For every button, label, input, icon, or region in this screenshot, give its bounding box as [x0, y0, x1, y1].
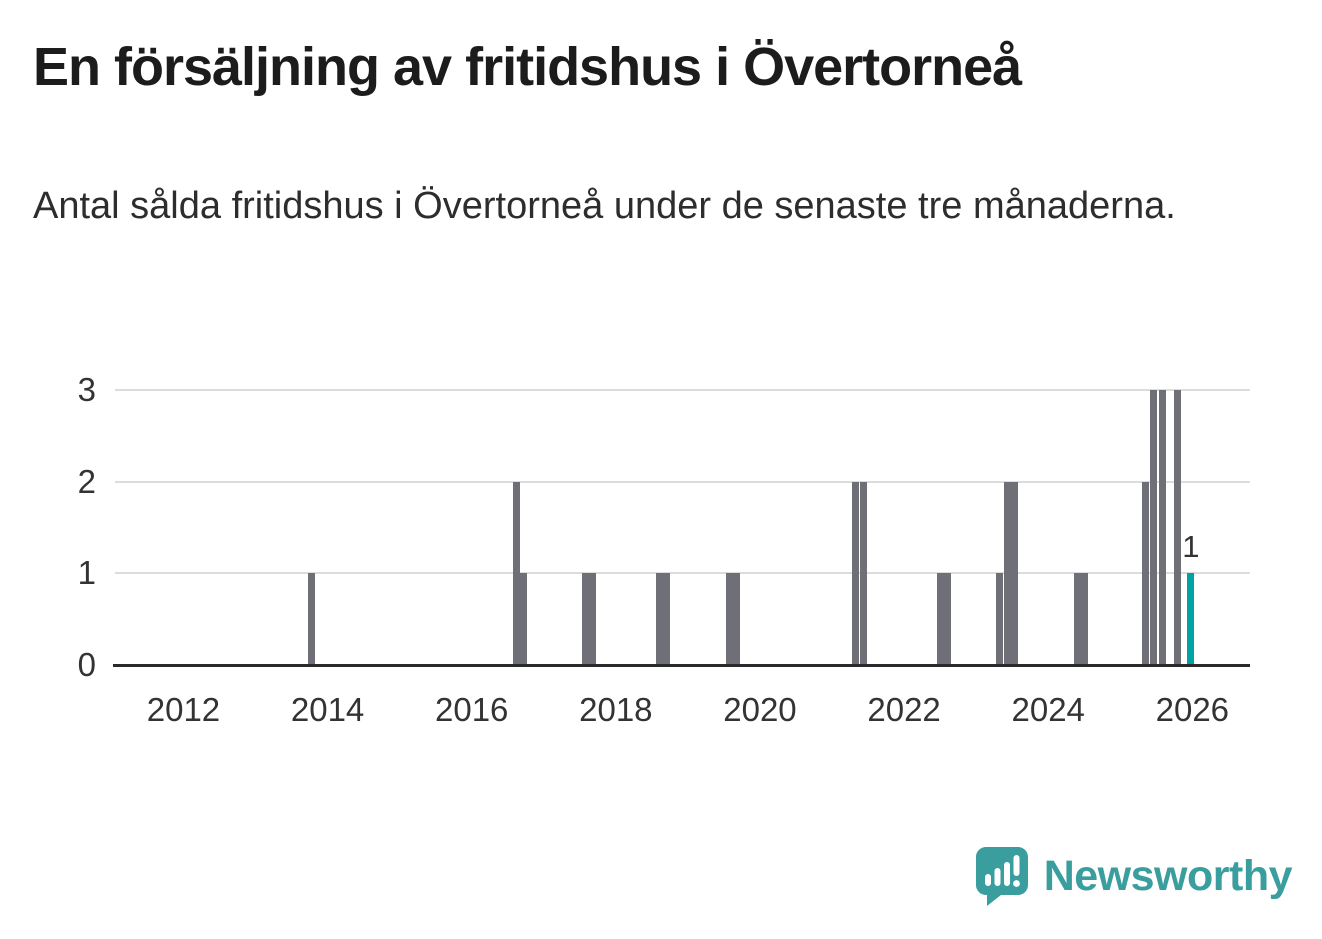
x-axis-tick-label: 2012 [146, 691, 221, 728]
chart-subtitle: Antal sålda fritidshus i Övertorneå unde… [33, 185, 1176, 227]
bar [1073, 573, 1081, 665]
gridline [115, 572, 1250, 575]
bar [589, 573, 597, 665]
bar [520, 573, 528, 665]
bar-value-label: 1 [1182, 529, 1200, 565]
bar [582, 573, 590, 665]
newsworthy-logo-icon [975, 847, 1028, 906]
brand-name: Newsworthy [1043, 851, 1293, 900]
x-axis-tick-label: 2024 [1011, 691, 1085, 728]
bar [726, 573, 734, 665]
bar [943, 573, 951, 665]
x-axis-tick-label: 2026 [1155, 691, 1230, 728]
bar [662, 573, 670, 665]
bar [996, 573, 1004, 665]
bar [1010, 481, 1018, 665]
x-axis-line [113, 664, 1250, 667]
x-axis-tick-label: 2016 [434, 691, 509, 728]
x-axis-tick-label: 2018 [579, 691, 653, 728]
x-axis-tick-label: 2022 [867, 691, 941, 728]
chart-title: En försäljning av fritidshus i Övertorne… [33, 37, 1022, 97]
x-axis-tick-label: 2014 [290, 691, 365, 728]
brand-footer: Newsworthy [974, 845, 1293, 907]
bar [1003, 481, 1011, 665]
bar [936, 573, 944, 665]
bar [852, 481, 860, 665]
bar [1149, 390, 1157, 665]
bar [512, 481, 520, 665]
bar [1142, 481, 1149, 665]
bar [308, 573, 316, 665]
gridline [115, 389, 1250, 391]
bar [1158, 390, 1166, 665]
bar [1080, 573, 1088, 665]
bar [1173, 390, 1181, 665]
x-axis-tick-label: 2020 [723, 691, 797, 728]
bar [655, 573, 663, 665]
y-axis-tick-label: 3 [77, 371, 96, 408]
gridline [115, 480, 1250, 483]
y-axis-tick-label: 2 [77, 462, 96, 500]
y-axis-tick-label: 0 [77, 646, 96, 683]
y-axis-tick-label: 1 [77, 554, 96, 592]
highlighted-bar [1187, 573, 1195, 665]
bar [733, 573, 741, 665]
bar [859, 481, 867, 665]
